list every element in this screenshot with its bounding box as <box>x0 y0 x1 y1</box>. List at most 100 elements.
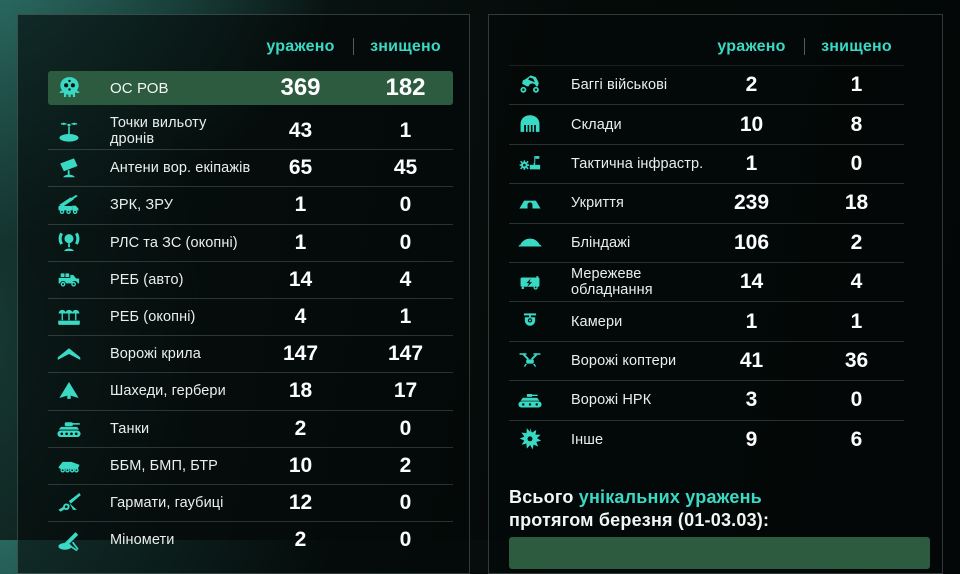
column-header-hit: уражено <box>717 38 786 55</box>
table-row: Антени вор. екіпажів 65 45 <box>48 149 453 186</box>
row-label: Точки вильоту дронів <box>110 115 207 148</box>
buggy-icon <box>509 72 551 99</box>
radar-icon <box>48 229 90 256</box>
table-row: Камери 1 1 <box>509 301 904 340</box>
row-label: РЕБ (окопні) <box>110 309 196 326</box>
table-row: Баггі військові 2 1 <box>509 65 904 104</box>
destroyed-count: 147 <box>387 342 424 366</box>
row-label: Укриття <box>571 195 624 212</box>
total-highlight-bar <box>509 537 930 569</box>
row-label: Шахеди, гербери <box>110 383 226 400</box>
flying-wing-icon <box>48 341 90 368</box>
losses-panel-right: уражено знищено Баггі військові 2 1 Склади 1… <box>488 14 943 574</box>
row-label: РЛС та ЗС (окопні) <box>110 234 238 251</box>
row-label: Антени вор. екіпажів <box>110 160 251 177</box>
header-divider <box>352 38 354 55</box>
row-label: Інше <box>571 431 604 448</box>
row-label: Бліндажі <box>571 234 631 251</box>
table-row: Інше 9 6 <box>509 419 904 459</box>
howitzer-icon <box>48 489 90 516</box>
table-row-highlight: ОС РОВ 369 182 <box>48 71 453 105</box>
camera-icon <box>509 308 551 335</box>
destroyed-count: 8 <box>850 112 863 136</box>
hit-count: 4 <box>294 305 307 329</box>
column-header-destroyed: знищено <box>370 38 441 55</box>
table-row: Танки 2 0 <box>48 409 453 447</box>
apc-icon <box>48 452 90 479</box>
hit-count: 1 <box>745 151 758 175</box>
hit-count: 239 <box>733 191 770 215</box>
hit-count: 3 <box>745 388 758 412</box>
shelter-icon <box>509 190 551 217</box>
table-row: Бліндажі 106 2 <box>509 222 904 262</box>
table-row: Укриття 239 18 <box>509 183 904 222</box>
row-label: Склади <box>571 116 622 133</box>
destroyed-count: 0 <box>850 388 863 412</box>
table-row: РЕБ (авто) 14 4 <box>48 260 453 298</box>
column-header-row: уражено знищено <box>48 15 453 65</box>
destroyed-count: 18 <box>844 191 869 215</box>
hit-count: 2 <box>745 73 758 97</box>
hit-count: 106 <box>733 230 770 254</box>
destroyed-count: 4 <box>399 267 412 291</box>
network-equipment-icon <box>509 269 551 296</box>
hit-count: 1 <box>745 309 758 333</box>
row-label: Гармати, гаубиці <box>110 494 224 511</box>
destroyed-count: 0 <box>399 230 412 254</box>
row-label: ББМ, БМП, БТР <box>110 457 218 474</box>
hit-count: 14 <box>288 267 313 291</box>
mortar-icon <box>48 527 90 554</box>
dugout-icon <box>509 229 551 256</box>
table-row: Мережеве обладнання 14 4 <box>509 261 904 301</box>
destroyed-count: 0 <box>399 528 412 552</box>
destroyed-count: 36 <box>844 348 869 372</box>
column-header-hit: уражено <box>266 38 335 55</box>
destroyed-count: 45 <box>393 156 418 180</box>
hit-count: 2 <box>294 528 307 552</box>
row-label: ОС РОВ <box>110 79 169 97</box>
ugv-icon <box>509 387 551 414</box>
table-body: Точки вильоту дронів 43 1 Антени вор. екіпа… <box>48 113 453 558</box>
header-divider <box>803 38 805 55</box>
table-row: Шахеди, гербери 18 17 <box>48 372 453 409</box>
row-label: ЗРК, ЗРУ <box>110 197 174 214</box>
table-row: РЛС та ЗС (окопні) 1 0 <box>48 223 453 261</box>
hit-count: 10 <box>739 112 764 136</box>
hit-count: 43 <box>288 119 313 143</box>
table-row: ЗРК, ЗРУ 1 0 <box>48 186 453 223</box>
table-row: РЕБ (окопні) 4 1 <box>48 297 453 335</box>
row-label: Міномети <box>110 532 175 549</box>
row-label: Ворожі коптери <box>571 352 677 369</box>
drone-launch-icon <box>48 118 90 145</box>
row-label: Камери <box>571 313 623 330</box>
warehouse-icon <box>509 111 551 138</box>
destroyed-count: 1 <box>850 73 863 97</box>
antenna-dish-icon <box>48 155 90 182</box>
hit-count: 10 <box>288 453 313 477</box>
hit-count: 14 <box>739 270 764 294</box>
destroyed-count: 0 <box>399 416 412 440</box>
ew-trench-icon <box>48 304 90 331</box>
missile-truck-icon <box>48 192 90 219</box>
shahed-icon <box>48 378 90 405</box>
hit-count: 369 <box>280 74 321 101</box>
destroyed-count: 1 <box>399 305 412 329</box>
destroyed-count: 2 <box>399 453 412 477</box>
hit-count: 18 <box>288 379 313 403</box>
destroyed-count: 6 <box>850 427 863 451</box>
skull-icon <box>48 74 90 103</box>
table-row: Ворожі крила 147 147 <box>48 335 453 372</box>
destroyed-count: 1 <box>850 309 863 333</box>
hit-count: 41 <box>739 348 764 372</box>
row-label: Тактична інфрастр. <box>571 155 704 172</box>
copter-icon <box>509 347 551 374</box>
hit-count: 1 <box>294 193 307 217</box>
column-header-row: уражено знищено <box>509 15 904 65</box>
tactical-infra-icon <box>509 150 551 177</box>
ew-vehicle-icon <box>48 266 90 293</box>
destroyed-count: 17 <box>393 379 418 403</box>
hit-count: 65 <box>288 156 313 180</box>
table-row: Точки вильоту дронів 43 1 <box>48 113 453 149</box>
table-row: Склади 10 8 <box>509 104 904 143</box>
destroyed-count: 1 <box>399 119 412 143</box>
